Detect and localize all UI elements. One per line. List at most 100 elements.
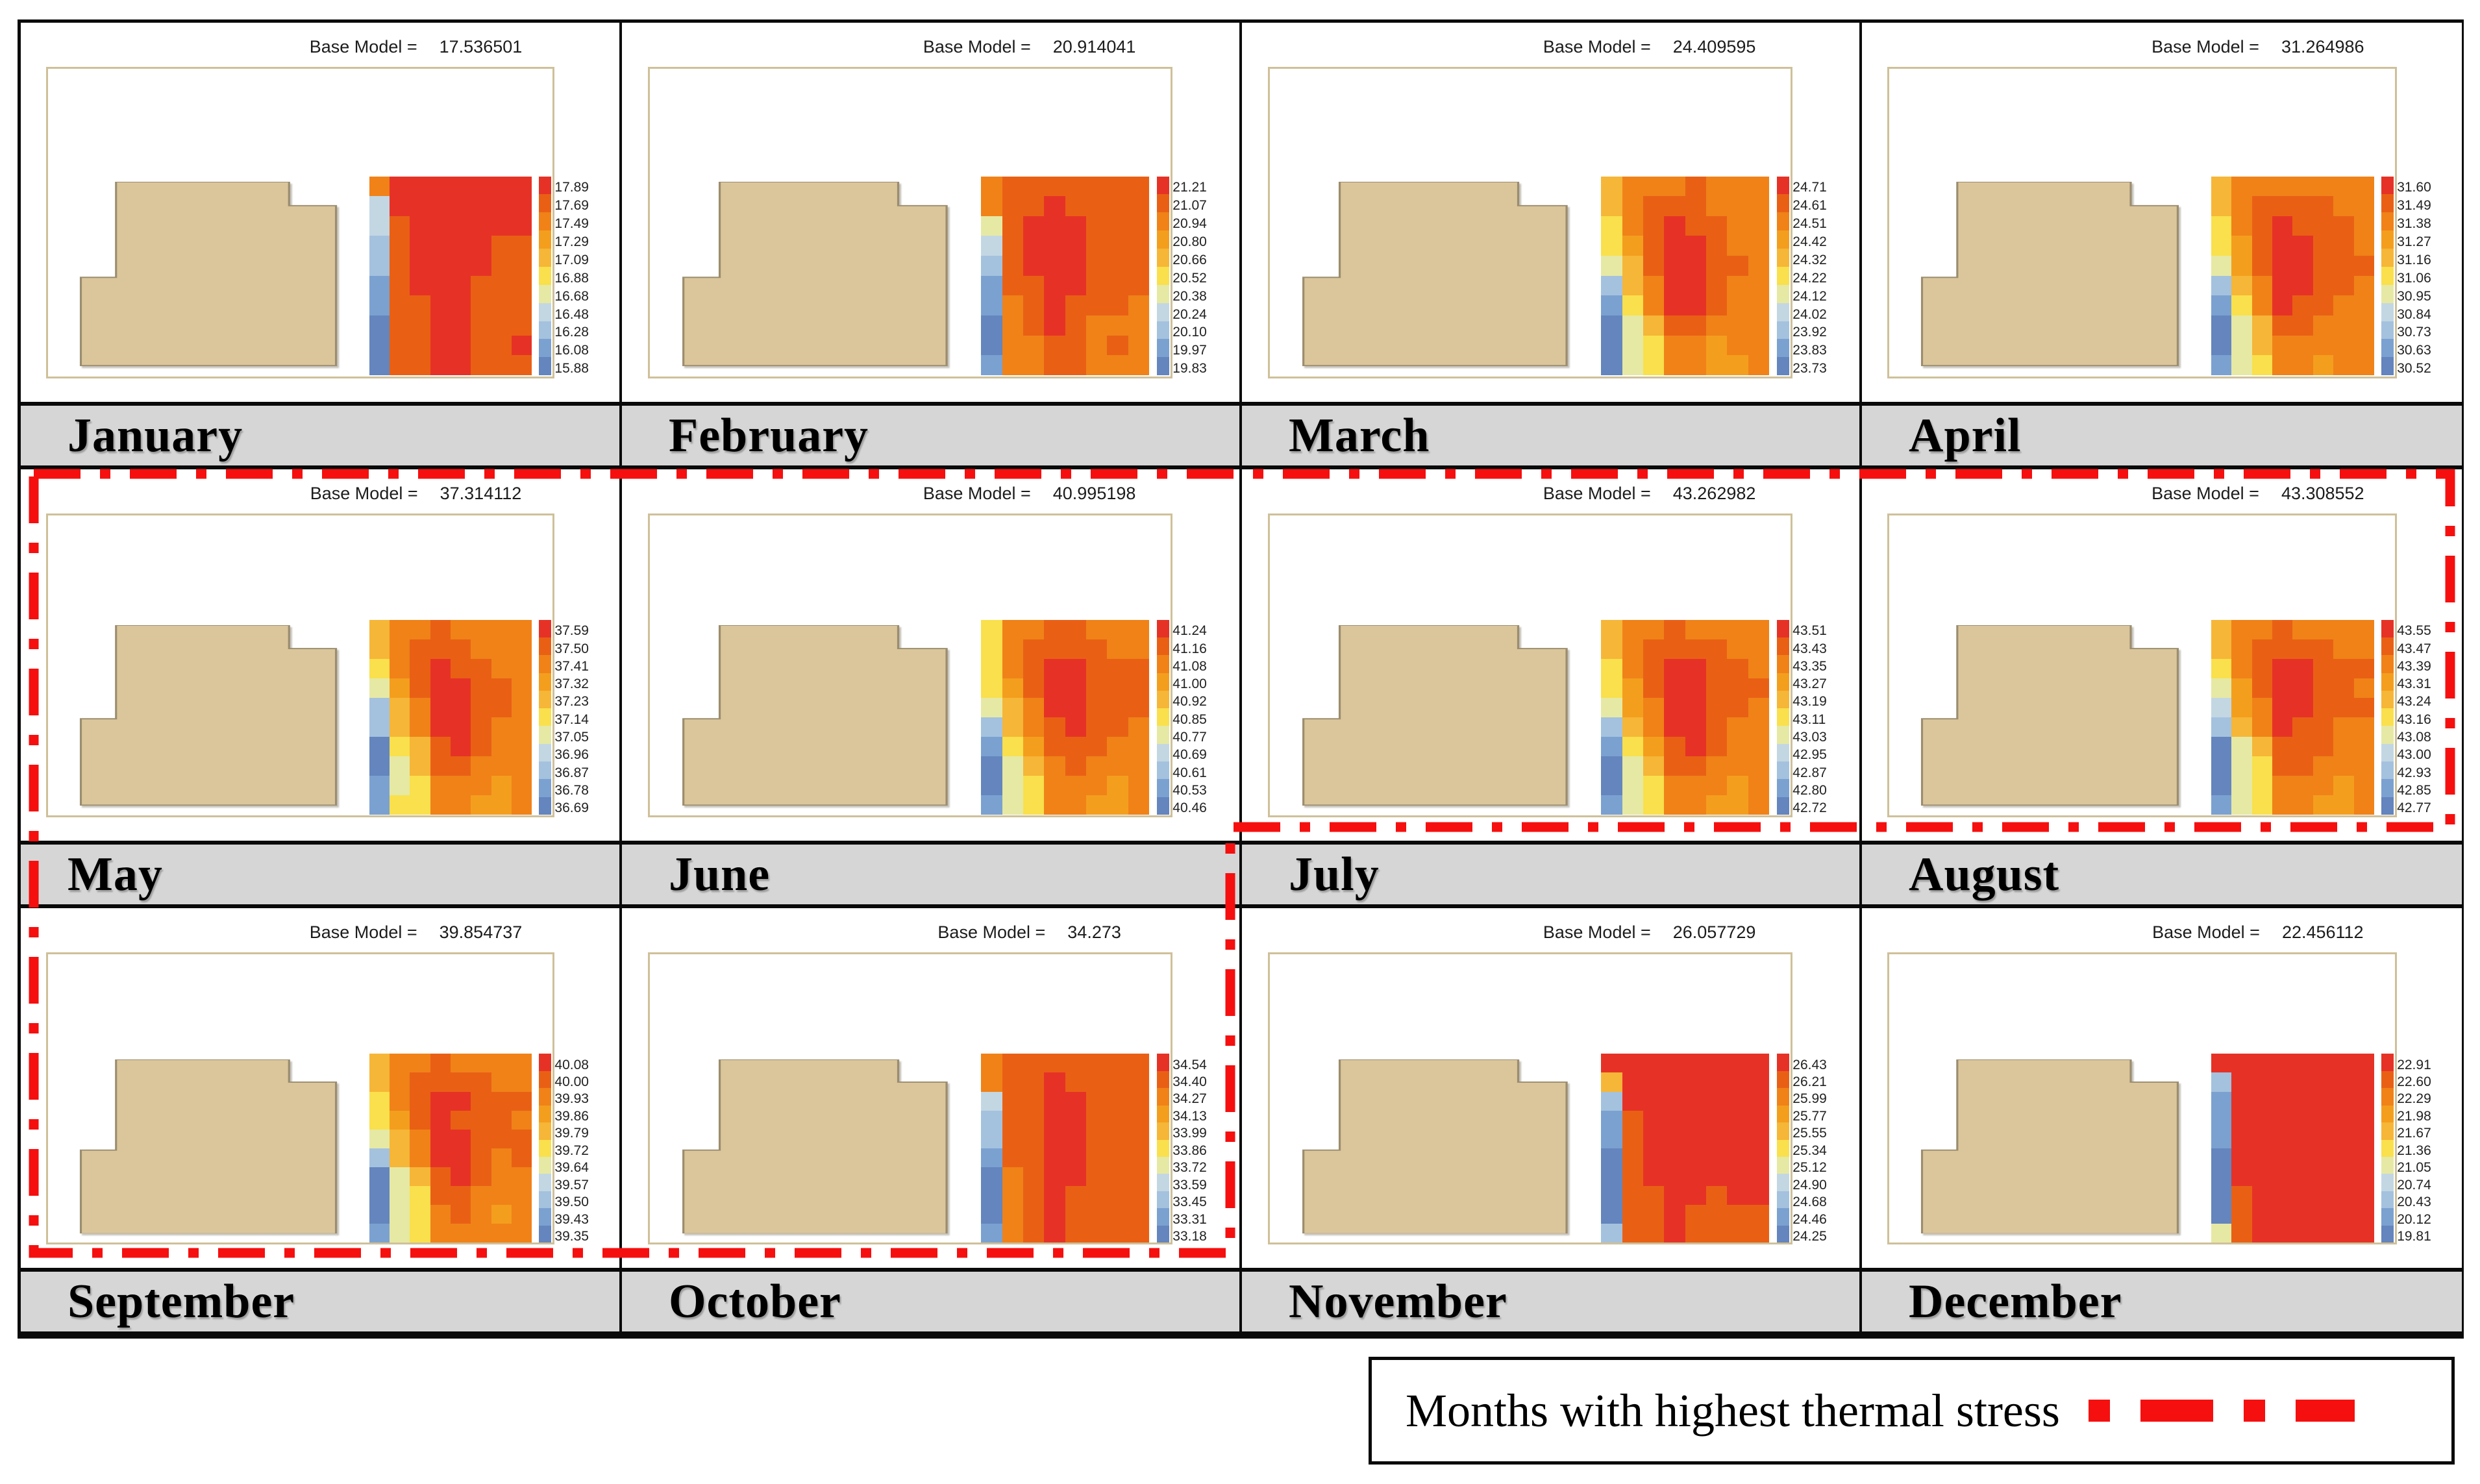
heatmap-cell bbox=[2251, 1129, 2272, 1148]
heatmap-cell bbox=[369, 176, 390, 197]
heatmap-cell bbox=[1643, 1110, 1665, 1130]
colorbar-segment bbox=[1776, 1225, 1789, 1243]
colorbar-segment bbox=[1156, 726, 1169, 744]
colorbar-tick: 24.22 bbox=[1792, 270, 1827, 286]
heatmap-cell bbox=[491, 775, 512, 795]
colorbar-segment bbox=[539, 212, 551, 231]
heatmap-cell bbox=[1748, 756, 1770, 776]
heatmap-cell bbox=[2313, 335, 2334, 356]
heatmap-cell bbox=[491, 619, 512, 639]
heatmap-cell bbox=[389, 1148, 410, 1167]
heatmap-cell bbox=[1044, 1205, 1065, 1224]
heatmap-cell bbox=[1086, 697, 1108, 717]
colorbar-segment bbox=[2381, 1174, 2394, 1191]
heatmap-cell bbox=[1601, 658, 1622, 678]
colorbar-segment bbox=[1776, 743, 1789, 762]
heatmap-cell bbox=[1023, 619, 1045, 639]
colorbar-segment bbox=[1156, 619, 1169, 637]
heatmap-cell bbox=[2333, 196, 2354, 216]
heatmap-cell bbox=[1128, 295, 1150, 316]
heatmap-cell bbox=[1002, 236, 1024, 256]
base-model-caption: Base Model = 17.536501 bbox=[260, 37, 571, 57]
floor-plan-shape bbox=[682, 625, 949, 806]
colorbar-segment bbox=[1156, 673, 1169, 691]
heatmap-cell bbox=[2353, 176, 2375, 197]
thermal-heatmap bbox=[981, 1054, 1150, 1243]
heatmap-cell bbox=[2313, 619, 2334, 639]
colorbar-tick: 30.52 bbox=[2397, 361, 2431, 377]
heatmap-cell bbox=[2272, 1185, 2293, 1206]
heatmap-cell bbox=[2333, 1148, 2354, 1167]
heatmap-cell bbox=[410, 658, 430, 678]
heatmap-cell bbox=[1601, 315, 1622, 336]
colorbar-segment bbox=[539, 1105, 551, 1123]
heatmap-cell bbox=[1748, 1091, 1770, 1111]
heatmap-cell bbox=[1023, 1129, 1045, 1148]
colorbar-segment bbox=[1156, 1191, 1169, 1209]
heatmap-cell bbox=[471, 775, 491, 795]
heatmap-cell bbox=[2333, 1185, 2354, 1206]
base-model-label: Base Model = bbox=[2151, 37, 2259, 56]
heatmap-cell bbox=[2211, 1054, 2232, 1073]
heatmap-cell bbox=[1643, 295, 1665, 316]
heatmap-cell bbox=[491, 1091, 512, 1111]
floor-plan-shape bbox=[1302, 625, 1569, 806]
heatmap-cell bbox=[430, 196, 451, 216]
heatmap-cell bbox=[512, 1110, 532, 1130]
colorbar-tick: 25.77 bbox=[1792, 1108, 1827, 1124]
heatmap-cell bbox=[981, 658, 1002, 678]
heatmap-cell bbox=[2313, 639, 2334, 659]
heatmap-cell bbox=[389, 658, 410, 678]
heatmap-cell bbox=[1664, 1224, 1685, 1243]
colorbar-segment bbox=[1776, 779, 1789, 797]
heatmap-cell bbox=[2211, 697, 2232, 717]
heatmap-cell bbox=[2231, 1129, 2252, 1148]
colorbar-tick: 34.54 bbox=[1172, 1057, 1207, 1072]
heatmap-cell bbox=[2353, 639, 2375, 659]
heatmap-cell bbox=[410, 315, 430, 336]
heatmap-cell bbox=[450, 335, 471, 356]
heatmap-cell bbox=[471, 1224, 491, 1243]
heatmap-cell bbox=[1023, 1224, 1045, 1243]
heatmap-cell bbox=[2313, 256, 2334, 276]
heatmap-cell bbox=[471, 639, 491, 659]
heatmap-cell bbox=[2272, 295, 2293, 316]
heatmap-cell bbox=[1685, 717, 1707, 737]
colorbar-segment bbox=[2381, 673, 2394, 691]
heatmap-cell bbox=[1748, 678, 1770, 698]
heatmap-cell bbox=[512, 775, 532, 795]
heatmap-cell bbox=[369, 1224, 390, 1243]
heatmap-cell bbox=[471, 1129, 491, 1148]
heatmap-cell bbox=[1128, 658, 1150, 678]
heatmap-cell bbox=[2353, 196, 2375, 216]
heatmap-cell bbox=[369, 658, 390, 678]
heatmap-cell bbox=[512, 1185, 532, 1206]
heatmap-cell bbox=[2211, 1148, 2232, 1167]
heatmap-cell bbox=[1002, 717, 1024, 737]
heatmap-cell bbox=[1685, 196, 1707, 216]
thermal-heatmap bbox=[2211, 619, 2375, 815]
heatmap-cell bbox=[1622, 216, 1644, 236]
heatmap-cell bbox=[410, 775, 430, 795]
heatmap-cell bbox=[389, 335, 410, 356]
month-name: October bbox=[669, 1274, 841, 1328]
heatmap-cell bbox=[1023, 335, 1045, 356]
heatmap-cell bbox=[1622, 1091, 1644, 1111]
colorbar-tick: 26.21 bbox=[1792, 1074, 1827, 1090]
colorbar-tick: 40.00 bbox=[554, 1074, 589, 1090]
heatmap-cell bbox=[1065, 639, 1087, 659]
base-model-value: 39.854737 bbox=[439, 922, 523, 942]
heatmap-cell bbox=[1601, 355, 1622, 376]
heatmap-cell bbox=[450, 1091, 471, 1111]
heatmap-cell bbox=[1044, 216, 1065, 236]
heatmap-cell bbox=[1685, 1167, 1707, 1186]
heatmap-cell bbox=[1601, 1167, 1622, 1186]
colorbar-segment bbox=[1156, 1225, 1169, 1243]
month-name: April bbox=[1909, 408, 2022, 462]
heatmap-cell bbox=[512, 736, 532, 756]
heatmap-cell bbox=[2251, 1054, 2272, 1073]
floor-plan-shape bbox=[1920, 625, 2179, 806]
heatmap-cell bbox=[1748, 1054, 1770, 1073]
heatmap-cell bbox=[491, 275, 512, 296]
heatmap-cell bbox=[369, 639, 390, 659]
